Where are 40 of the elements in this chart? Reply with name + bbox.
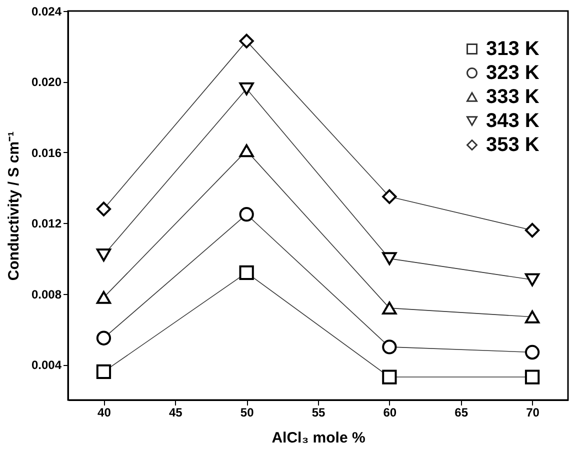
point bbox=[96, 330, 112, 346]
y-tick-label: 0.020 bbox=[31, 75, 62, 90]
x-axis-title: AlCl₃ mole % bbox=[272, 430, 366, 446]
point bbox=[96, 202, 112, 216]
point bbox=[96, 364, 112, 380]
point bbox=[524, 344, 540, 360]
point bbox=[239, 207, 254, 222]
point bbox=[239, 144, 254, 158]
point bbox=[382, 252, 397, 266]
y-tick-label: 0.012 bbox=[31, 216, 62, 231]
point bbox=[524, 273, 540, 286]
point bbox=[382, 189, 397, 204]
legend-label: 333 K bbox=[486, 86, 540, 108]
legend-label: 343 K bbox=[486, 110, 540, 132]
y-tick-label: 0.004 bbox=[31, 358, 62, 372]
x-tick-label: 60 bbox=[383, 406, 397, 420]
point bbox=[239, 265, 254, 280]
point bbox=[382, 340, 397, 354]
x-tick-label: 55 bbox=[312, 406, 326, 420]
point bbox=[96, 290, 112, 304]
point bbox=[524, 310, 540, 324]
x-tick-label: 45 bbox=[168, 406, 183, 420]
point bbox=[524, 370, 540, 384]
point bbox=[382, 302, 397, 315]
point bbox=[239, 82, 254, 96]
point bbox=[382, 370, 397, 384]
y-tick-label: 0.016 bbox=[31, 146, 62, 160]
y-tick-label: 0.008 bbox=[31, 287, 62, 302]
point bbox=[96, 248, 112, 262]
x-tick-label: 40 bbox=[98, 406, 112, 420]
point bbox=[239, 34, 254, 48]
legend-label: 323 K bbox=[486, 62, 540, 84]
x-tick-label: 50 bbox=[240, 406, 254, 420]
y-tick-label: 0.024 bbox=[31, 4, 62, 18]
legend-label: 313 K bbox=[486, 38, 540, 60]
point bbox=[524, 222, 540, 238]
x-tick-label: 65 bbox=[454, 406, 468, 420]
legend-label: 353 K bbox=[486, 134, 540, 156]
y-axis-title: Conductivity / S cm⁻¹ bbox=[5, 131, 22, 281]
x-tick-label: 70 bbox=[526, 406, 540, 420]
